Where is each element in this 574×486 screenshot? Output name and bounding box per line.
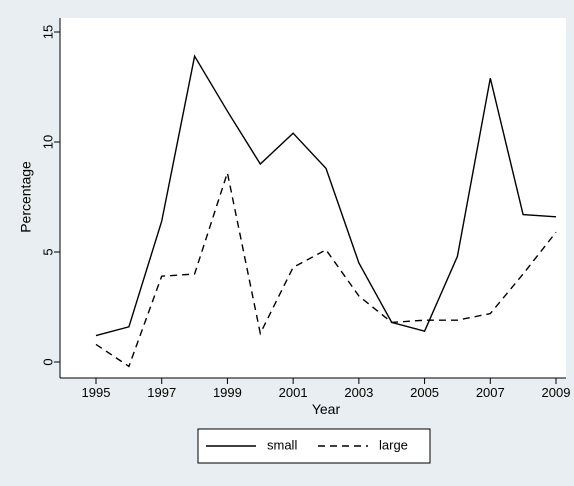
x-axis-title: Year xyxy=(312,401,341,417)
legend-label-small: small xyxy=(267,437,297,452)
x-tick-label: 2009 xyxy=(542,385,571,400)
y-axis-title: Percentage xyxy=(18,161,34,233)
plot-area xyxy=(60,18,566,378)
legend-box xyxy=(197,428,431,464)
y-tick-label: 10 xyxy=(40,135,55,149)
legend-label-large: large xyxy=(379,437,408,452)
x-tick-label: 2001 xyxy=(279,385,308,400)
x-tick-label: 1997 xyxy=(147,385,176,400)
x-tick-label: 1999 xyxy=(213,385,242,400)
x-tick-label: 2007 xyxy=(476,385,505,400)
series-line-large xyxy=(95,170,557,368)
series-line-small xyxy=(95,54,557,337)
x-tick-label: 2005 xyxy=(410,385,439,400)
y-tick-label: 15 xyxy=(40,25,55,39)
x-tick-label: 1995 xyxy=(82,385,111,400)
y-tick-label: 5 xyxy=(40,248,55,255)
x-tick-label: 2003 xyxy=(344,385,373,400)
y-tick-label: 0 xyxy=(40,358,55,365)
